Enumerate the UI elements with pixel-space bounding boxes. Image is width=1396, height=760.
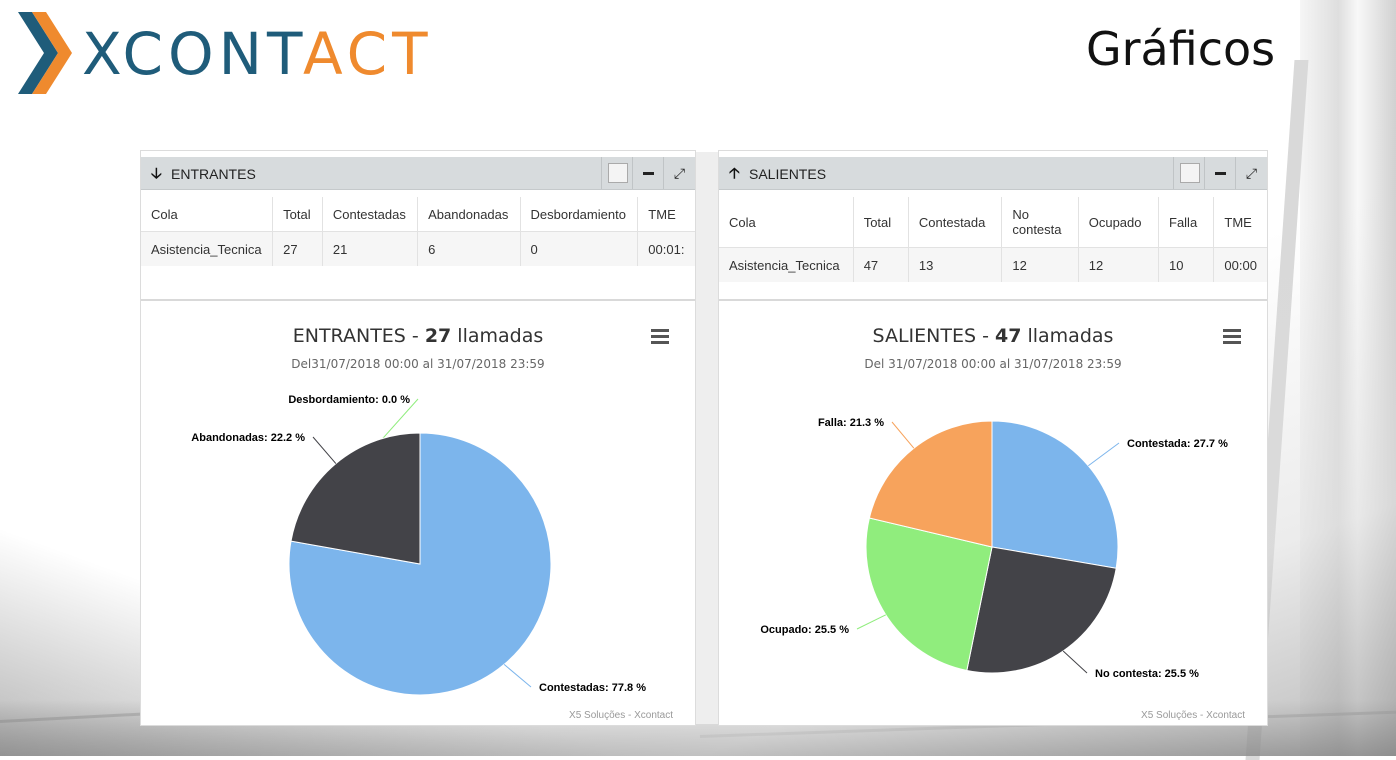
pie-slice-ocupado[interactable] bbox=[865, 517, 993, 672]
table-cell: 0 bbox=[520, 231, 639, 266]
pie-data-label: Contestadas: 77.8 % bbox=[539, 682, 646, 694]
entrantes-panel: 🡣 ENTRANTES ⤢ Cola Total Contestadas Aba… bbox=[140, 150, 696, 726]
col-header: Contestada bbox=[908, 197, 1003, 248]
table-cell: 12 bbox=[1001, 247, 1079, 282]
page-title: Gráficos bbox=[1086, 22, 1276, 76]
chart-title-count: 47 bbox=[994, 325, 1022, 347]
pie-connector bbox=[891, 421, 915, 449]
minimize-button[interactable] bbox=[632, 157, 664, 189]
col-header: Ocupado bbox=[1078, 197, 1160, 248]
chevron-logo-icon bbox=[18, 12, 72, 94]
chart-title-count: 27 bbox=[424, 325, 452, 347]
background-window-frame bbox=[1300, 0, 1396, 756]
chart-title-prefix: SALIENTES - bbox=[872, 325, 995, 347]
pie-slice-contestada[interactable] bbox=[991, 420, 1119, 569]
pie-data-label: Desbordamiento: 0.0 % bbox=[288, 394, 410, 406]
chart-title-prefix: ENTRANTES - bbox=[292, 325, 425, 347]
entrantes-pie-svg: Contestadas: 77.8 % Desbordamiento: 0.0 %… bbox=[191, 394, 646, 696]
col-header: Cola bbox=[141, 197, 274, 232]
col-header: Total bbox=[272, 197, 323, 232]
salientes-pie-svg: Contestada: 27.7 % No contesta: 25.5 % Ocu… bbox=[760, 417, 1228, 680]
col-header: No contesta bbox=[1001, 197, 1079, 248]
pie-data-label: Contestada: 27.7 % bbox=[1127, 438, 1228, 450]
checkbox-button[interactable] bbox=[1173, 157, 1205, 189]
table-header-row: Cola Total Contestadas Abandonadas Desbo… bbox=[141, 197, 695, 232]
salientes-chart: SALIENTES - 47 llamadas Del 31/07/2018 0… bbox=[719, 299, 1267, 725]
col-header: Contestadas bbox=[322, 197, 419, 232]
table-row: Asistencia_Tecnica 27 21 6 0 00:01: bbox=[141, 231, 695, 266]
pie-data-label: Falla: 21.3 % bbox=[818, 417, 884, 429]
table-cell: 10 bbox=[1158, 247, 1215, 282]
expand-button[interactable]: ⤢ bbox=[663, 157, 695, 189]
chart-credits[interactable]: X5 Soluções - Xcontact bbox=[569, 710, 673, 721]
chart-title-suffix: llamadas bbox=[1021, 325, 1114, 347]
pie-connector bbox=[312, 436, 337, 464]
logo-x: X bbox=[82, 20, 123, 88]
table-row: Asistencia_Tecnica 47 13 12 12 10 00:00 bbox=[719, 247, 1267, 282]
checkbox-button[interactable] bbox=[601, 157, 633, 189]
arrow-up-icon: 🡡 bbox=[729, 165, 740, 182]
pie-data-label: No contesta: 25.5 % bbox=[1095, 668, 1199, 680]
checkbox-icon bbox=[607, 163, 628, 183]
entrantes-table-wrapper: Cola Total Contestadas Abandonadas Desbo… bbox=[141, 197, 695, 297]
col-header: Total bbox=[853, 197, 909, 248]
table-cell: 27 bbox=[272, 231, 323, 266]
entrantes-chart: ENTRANTES - 27 llamadas Del31/07/2018 00… bbox=[141, 299, 695, 725]
pie-slice-abandonadas[interactable] bbox=[290, 432, 421, 565]
salientes-panel-header: 🡡 SALIENTES ⤢ bbox=[719, 157, 1267, 190]
pie-connector bbox=[1088, 442, 1120, 467]
chart-title: SALIENTES - 47 llamadas bbox=[719, 325, 1267, 347]
table-cell: Asistencia_Tecnica bbox=[141, 231, 274, 266]
col-header: TME bbox=[637, 197, 695, 232]
logo-act: ACT bbox=[302, 20, 433, 88]
pie-data-label: Ocupado: 25.5 % bbox=[760, 624, 849, 636]
pie-slice-no-contesta[interactable] bbox=[966, 546, 1117, 674]
table-cell: 21 bbox=[322, 231, 419, 266]
hamburger-menu-icon[interactable] bbox=[651, 329, 669, 344]
expand-button[interactable]: ⤢ bbox=[1235, 157, 1267, 189]
col-header: TME bbox=[1213, 197, 1267, 248]
pie-slice-falla[interactable] bbox=[868, 420, 993, 548]
table-cell: Asistencia_Tecnica bbox=[719, 247, 854, 282]
pie-connector bbox=[503, 664, 532, 688]
table-cell: 00:00 bbox=[1213, 247, 1267, 282]
minus-icon bbox=[643, 171, 654, 175]
pie-data-label: Abandonadas: 22.2 % bbox=[191, 432, 305, 444]
table-cell: 47 bbox=[853, 247, 909, 282]
logo-cont: CONT bbox=[122, 20, 303, 88]
salientes-panel-title: SALIENTES bbox=[749, 166, 827, 182]
expand-icon: ⤢ bbox=[673, 164, 686, 181]
checkbox-icon bbox=[1179, 163, 1200, 183]
col-header: Abandonadas bbox=[417, 197, 521, 232]
col-header: Cola bbox=[719, 197, 854, 248]
entrantes-table: Cola Total Contestadas Abandonadas Desbo… bbox=[141, 197, 695, 266]
col-header: Desbordamiento bbox=[520, 197, 639, 232]
minus-icon bbox=[1215, 171, 1226, 175]
table-cell: 13 bbox=[908, 247, 1003, 282]
chart-subtitle: Del31/07/2018 00:00 al 31/07/2018 23:59 bbox=[291, 357, 545, 371]
entrantes-panel-header: 🡣 ENTRANTES ⤢ bbox=[141, 157, 695, 190]
minimize-button[interactable] bbox=[1204, 157, 1236, 189]
arrow-down-icon: 🡣 bbox=[151, 165, 162, 182]
col-header: Falla bbox=[1158, 197, 1215, 248]
pie-connector bbox=[1062, 650, 1088, 674]
chart-title: ENTRANTES - 27 llamadas bbox=[141, 325, 695, 347]
entrantes-panel-title: ENTRANTES bbox=[171, 166, 256, 182]
expand-icon: ⤢ bbox=[1245, 164, 1258, 181]
chart-credits[interactable]: X5 Soluções - Xcontact bbox=[1141, 710, 1245, 721]
pie-connector bbox=[856, 614, 887, 630]
table-cell: 6 bbox=[417, 231, 521, 266]
salientes-table: Cola Total Contestada No contesta Ocupad… bbox=[719, 197, 1267, 282]
table-cell: 12 bbox=[1078, 247, 1160, 282]
chart-title-suffix: llamadas bbox=[451, 325, 544, 347]
logo-wordmark: XCONTACT bbox=[82, 24, 433, 84]
chart-subtitle: Del 31/07/2018 00:00 al 31/07/2018 23:59 bbox=[864, 357, 1122, 371]
xcontact-logo: XCONTACT bbox=[18, 12, 428, 96]
hamburger-menu-icon[interactable] bbox=[1223, 329, 1241, 344]
table-cell: 00:01: bbox=[637, 231, 695, 266]
table-header-row: Cola Total Contestada No contesta Ocupad… bbox=[719, 197, 1267, 248]
salientes-panel: 🡡 SALIENTES ⤢ Cola Total Contestada No c… bbox=[718, 150, 1268, 726]
salientes-table-wrapper: Cola Total Contestada No contesta Ocupad… bbox=[719, 197, 1267, 297]
